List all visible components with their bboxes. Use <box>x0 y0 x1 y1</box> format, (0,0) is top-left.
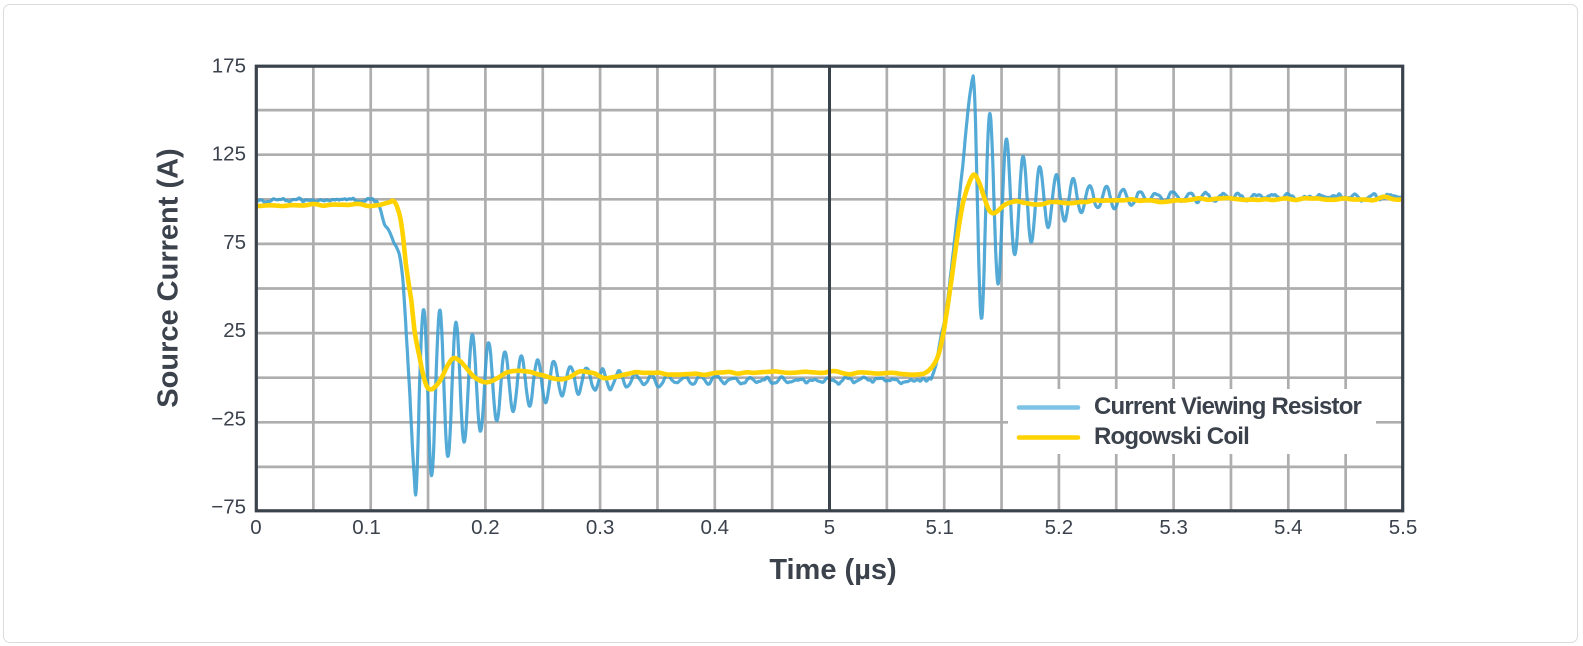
svg-text:5.5: 5.5 <box>1389 516 1418 539</box>
svg-text:Source Current (A): Source Current (A) <box>153 148 185 407</box>
svg-text:125: 125 <box>212 143 246 166</box>
svg-text:25: 25 <box>223 319 246 342</box>
svg-text:0.4: 0.4 <box>701 516 730 539</box>
svg-text:−75: −75 <box>211 496 246 519</box>
svg-text:0.3: 0.3 <box>586 516 615 539</box>
svg-text:0: 0 <box>250 516 261 539</box>
svg-text:75: 75 <box>223 231 246 254</box>
svg-text:Time (µs): Time (µs) <box>769 554 896 586</box>
svg-text:Current Viewing Resistor: Current Viewing Resistor <box>1094 393 1362 420</box>
svg-text:5.4: 5.4 <box>1274 516 1303 539</box>
svg-text:5.3: 5.3 <box>1159 516 1188 539</box>
svg-text:5: 5 <box>824 516 835 539</box>
svg-text:0.1: 0.1 <box>352 516 381 539</box>
svg-text:175: 175 <box>212 54 246 77</box>
svg-text:0.2: 0.2 <box>471 516 500 539</box>
svg-text:5.1: 5.1 <box>925 516 954 539</box>
svg-text:−25: −25 <box>211 407 246 430</box>
svg-text:5.2: 5.2 <box>1045 516 1074 539</box>
svg-text:Rogowski Coil: Rogowski Coil <box>1094 423 1249 450</box>
